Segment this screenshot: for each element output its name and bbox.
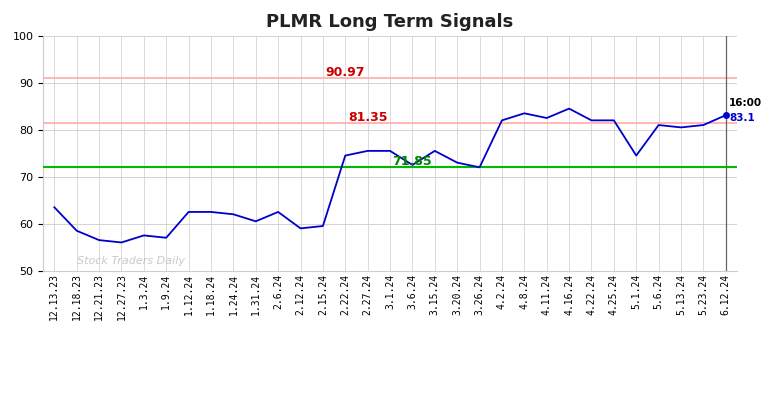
Text: 16:00: 16:00 bbox=[729, 98, 762, 108]
Text: 81.35: 81.35 bbox=[348, 111, 387, 124]
Text: 71.85: 71.85 bbox=[393, 155, 432, 168]
Text: 90.97: 90.97 bbox=[325, 66, 365, 79]
Text: 83.1: 83.1 bbox=[729, 113, 755, 123]
Title: PLMR Long Term Signals: PLMR Long Term Signals bbox=[267, 14, 514, 31]
Text: Stock Traders Daily: Stock Traders Daily bbox=[77, 256, 185, 265]
